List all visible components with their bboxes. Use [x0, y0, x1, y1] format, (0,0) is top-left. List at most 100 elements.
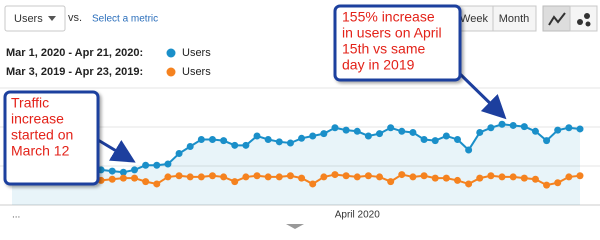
line: [11, 173, 581, 187]
point: [242, 173, 250, 181]
point: [376, 130, 384, 138]
annotation-text: started on: [11, 127, 73, 143]
motion-chart-button[interactable]: [569, 5, 598, 32]
annotation-text: March 12: [11, 143, 70, 159]
point: [186, 173, 194, 181]
point: [431, 174, 439, 182]
point: [487, 124, 495, 132]
point: [420, 172, 428, 180]
point: [409, 128, 417, 136]
point: [565, 173, 573, 181]
point: [576, 172, 584, 180]
dot-icon: [577, 19, 583, 25]
point: [509, 173, 517, 181]
point: [175, 150, 183, 158]
point: [164, 173, 172, 181]
vs-label: vs.: [68, 12, 82, 24]
annotation-text: 155% increase: [342, 9, 435, 25]
point: [509, 121, 517, 129]
annotation-text: 15th vs same: [342, 41, 425, 57]
point: [554, 179, 562, 187]
annotation-text: day in 2019: [342, 57, 415, 73]
annotation-text: Traffic: [11, 95, 49, 111]
arrow: [456, 70, 507, 120]
x-tick-label: April 2020: [335, 210, 380, 221]
select-metric[interactable]: Select a metric: [92, 14, 158, 25]
legend-label: Users: [182, 66, 211, 78]
point: [231, 178, 239, 186]
point: [275, 173, 283, 181]
metric-dropdown[interactable]: [4, 5, 66, 32]
point: [565, 124, 573, 132]
point: [543, 137, 551, 145]
point: [220, 173, 228, 181]
point: [531, 127, 539, 135]
point: [108, 167, 116, 175]
legend: Mar 1, 2020 - Apr 21, 2020: Users Mar 3, 2…: [6, 47, 211, 78]
callout-box: [333, 4, 462, 82]
legend-swatch: [166, 48, 176, 58]
point: [487, 172, 495, 180]
point: [453, 135, 461, 143]
point: [353, 173, 361, 181]
point: [208, 135, 216, 143]
point: [465, 180, 473, 188]
point: [353, 127, 361, 135]
chart: Users vs. Select a metric Week Month Mar…: [0, 4, 600, 229]
collapse-tab[interactable]: [286, 224, 304, 229]
point: [342, 172, 350, 180]
point: [286, 139, 294, 147]
point: [231, 141, 239, 149]
point: [520, 123, 528, 131]
point: [175, 172, 183, 180]
point: [420, 135, 428, 143]
point: [554, 126, 562, 134]
point: [131, 174, 139, 182]
point: [498, 120, 506, 128]
point: [309, 132, 317, 140]
point: [376, 173, 384, 181]
annotation-text: in users on April: [342, 25, 442, 41]
point: [476, 174, 484, 182]
line-chart-button[interactable]: [542, 5, 571, 32]
point: [153, 161, 161, 169]
line-icon: [548, 12, 566, 26]
point: [142, 161, 150, 169]
point: [142, 178, 150, 186]
point: [197, 135, 205, 143]
arrow: [97, 138, 136, 163]
point: [409, 173, 417, 181]
dropdown-caret: [48, 16, 56, 21]
month-button[interactable]: [492, 5, 537, 32]
point: [320, 173, 328, 181]
point: [242, 141, 250, 149]
point: [543, 181, 551, 189]
point: [197, 173, 205, 181]
point: [153, 180, 161, 188]
x-start-label: ...: [12, 210, 20, 221]
point: [208, 172, 216, 180]
point: [387, 124, 395, 132]
point: [576, 125, 584, 133]
metric-label: Users: [14, 13, 43, 25]
point: [342, 126, 350, 134]
point: [431, 137, 439, 145]
point: [398, 171, 406, 179]
point: [320, 130, 328, 138]
point: [520, 174, 528, 182]
point: [498, 173, 506, 181]
point: [275, 138, 283, 146]
dot-icon: [585, 21, 591, 27]
point: [309, 180, 317, 188]
point: [387, 178, 395, 186]
point: [298, 134, 306, 142]
week-label: Week: [460, 13, 488, 25]
legend-swatch: [166, 67, 176, 77]
point: [119, 168, 127, 176]
point: [220, 137, 228, 145]
dot-icon: [584, 13, 590, 19]
point: [442, 132, 450, 140]
point: [476, 128, 484, 136]
point: [264, 135, 272, 143]
point: [531, 175, 539, 183]
